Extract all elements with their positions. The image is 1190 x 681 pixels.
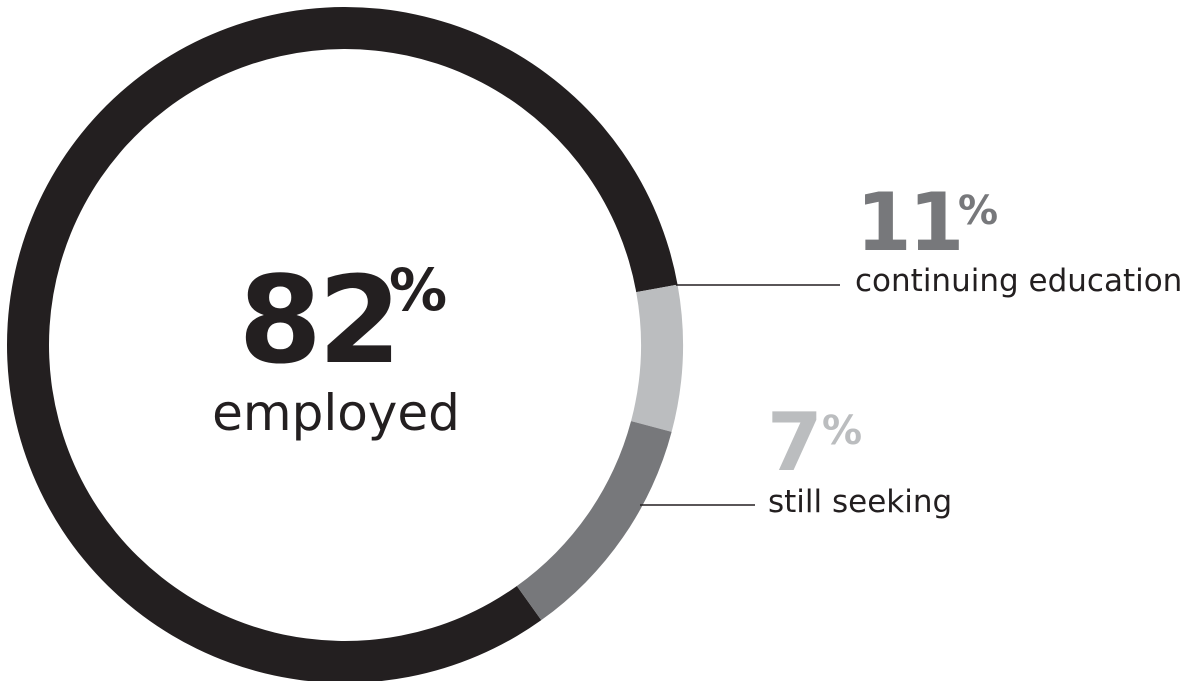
still-seeking-label: still seeking bbox=[768, 484, 952, 520]
donut-segments bbox=[7, 7, 684, 681]
still-seeking-percent-sign: % bbox=[822, 408, 862, 454]
employed-percent-sign: % bbox=[389, 256, 447, 324]
continuing-education-label: continuing education bbox=[855, 263, 1182, 299]
still-seeking-value: 7 bbox=[767, 396, 823, 489]
employed-value: 82 bbox=[239, 252, 398, 391]
employed-label: employed bbox=[212, 384, 460, 442]
continuing-education-value: 11 bbox=[856, 176, 961, 269]
continuing-education-percent-sign: % bbox=[958, 188, 998, 234]
continuing-education-segment bbox=[516, 421, 672, 621]
still-seeking-segment bbox=[631, 284, 684, 432]
